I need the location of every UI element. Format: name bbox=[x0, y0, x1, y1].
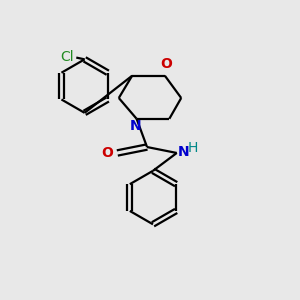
Text: O: O bbox=[160, 57, 172, 71]
Text: N: N bbox=[178, 146, 190, 159]
Text: O: O bbox=[101, 146, 113, 160]
Text: N: N bbox=[130, 119, 142, 134]
Text: H: H bbox=[188, 141, 198, 154]
Text: Cl: Cl bbox=[61, 50, 74, 64]
